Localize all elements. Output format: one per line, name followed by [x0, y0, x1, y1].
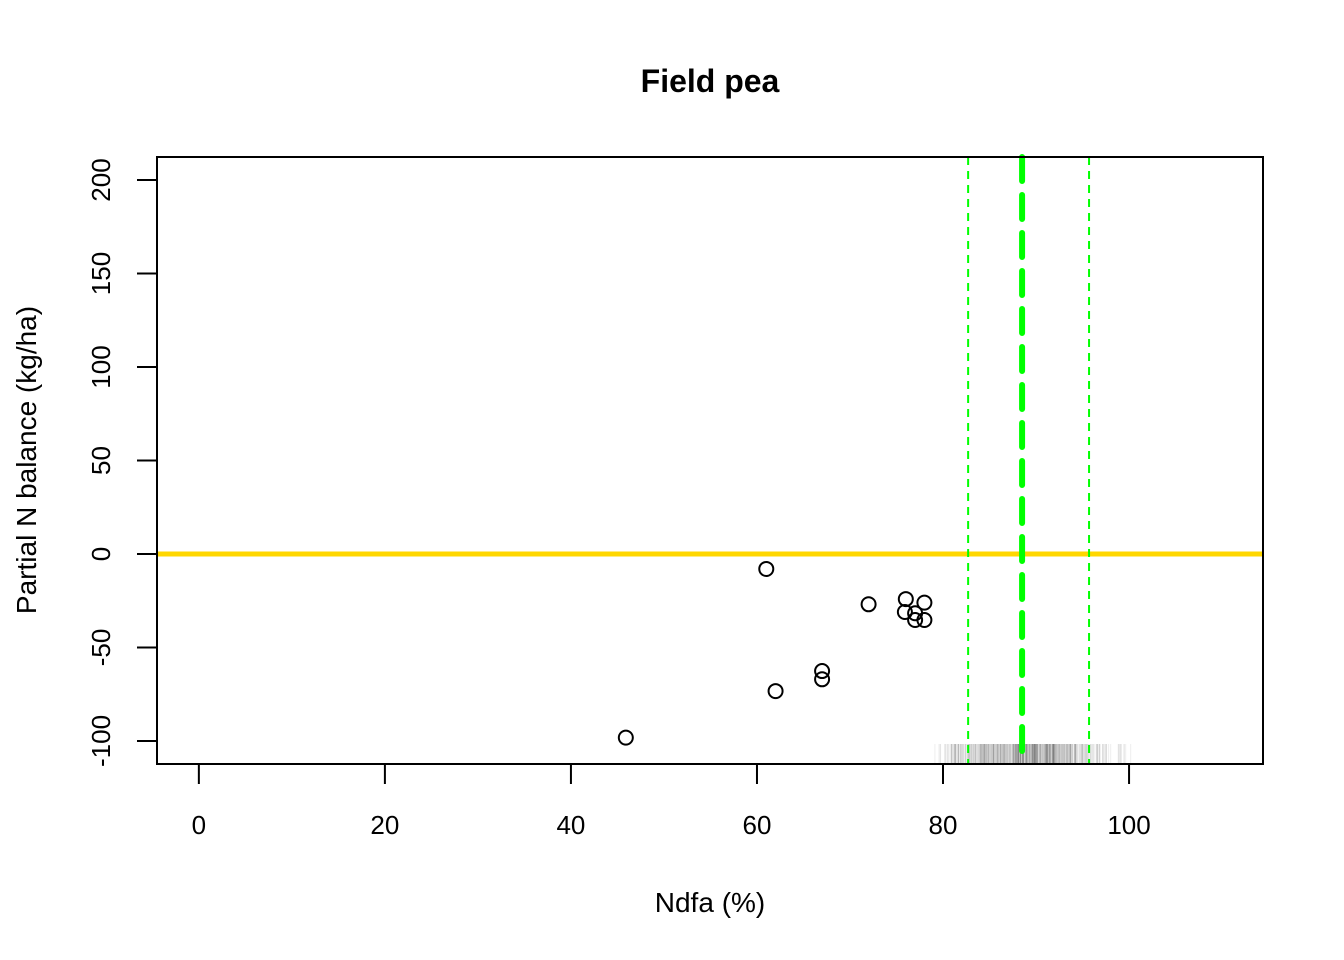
plot-frame — [156, 156, 1264, 765]
data-point — [907, 612, 924, 629]
rug-marks — [934, 744, 1132, 764]
y-tick-label: -100 — [86, 715, 116, 767]
x-tick-label: 80 — [929, 810, 958, 840]
x-tick-label: 0 — [192, 810, 206, 840]
chart-title: Field pea — [641, 63, 780, 99]
y-axis-label: Partial N balance (kg/ha) — [11, 306, 42, 614]
y-tick-label: -50 — [86, 629, 116, 667]
y-tick-label: 0 — [86, 547, 116, 561]
data-point — [767, 683, 784, 700]
data-point — [897, 591, 914, 608]
x-tick-label: 40 — [556, 810, 585, 840]
data-point — [814, 671, 831, 688]
y-tick-label: 150 — [86, 252, 116, 295]
x-axis-label: Ndfa (%) — [655, 887, 765, 918]
data-point — [617, 729, 634, 746]
data-point — [896, 603, 913, 620]
data-point — [860, 596, 877, 613]
data-point — [916, 612, 933, 629]
data-point — [758, 560, 775, 577]
data-point — [916, 594, 933, 611]
x-tick-label: 20 — [370, 810, 399, 840]
y-tick-label: 50 — [86, 446, 116, 475]
y-tick-label: 100 — [86, 345, 116, 388]
data-point — [814, 663, 831, 680]
x-tick-label: 60 — [743, 810, 772, 840]
x-tick-label: 100 — [1107, 810, 1150, 840]
y-tick-label: 200 — [86, 158, 116, 201]
